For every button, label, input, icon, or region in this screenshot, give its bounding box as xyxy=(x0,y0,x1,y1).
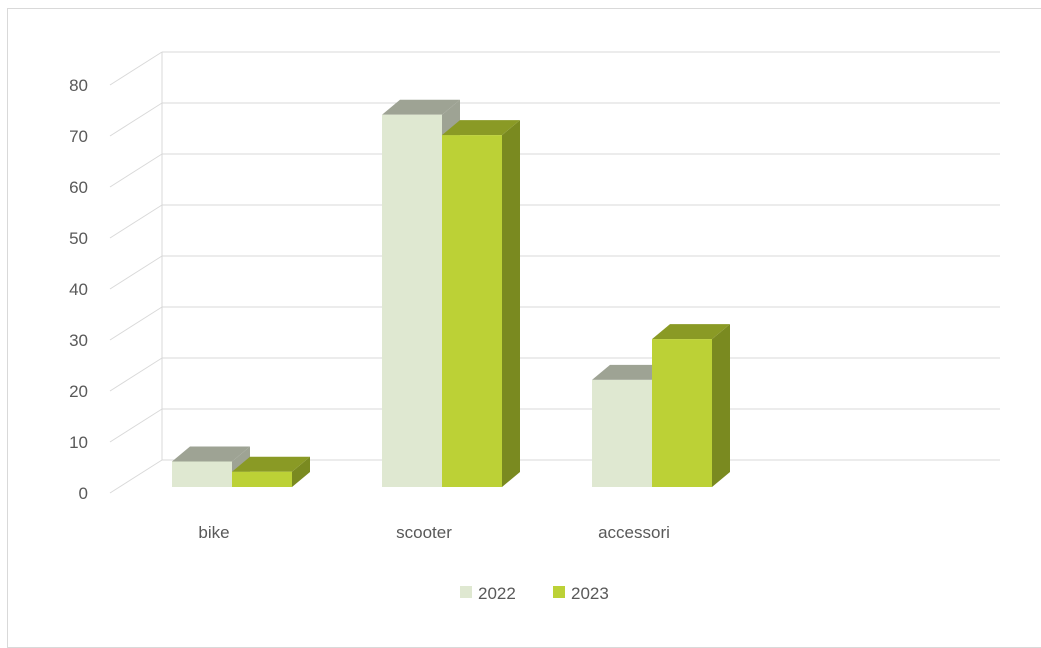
y-tick-label: 0 xyxy=(79,484,88,503)
legend-item-2023: 2023 xyxy=(553,584,609,603)
legend-swatch xyxy=(460,586,472,598)
bar-front xyxy=(382,114,442,487)
gridline-diagonal xyxy=(109,357,163,392)
legend: 2022 2023 xyxy=(460,584,609,603)
bar-top xyxy=(232,456,310,472)
bar-2023-bike xyxy=(232,456,310,487)
bar-side xyxy=(502,120,520,487)
gridline-diagonal xyxy=(109,204,163,239)
gridline-diagonal xyxy=(109,102,163,137)
y-tick-label: 40 xyxy=(69,280,88,299)
bar-front xyxy=(442,135,502,487)
y-tick-label: 60 xyxy=(69,178,88,197)
x-tick-label: bike xyxy=(198,523,229,542)
bar-2023-scooter xyxy=(442,120,520,487)
gridline-diagonal xyxy=(109,153,163,188)
gridline-diagonal xyxy=(109,459,163,494)
y-tick-label: 30 xyxy=(69,331,88,350)
bar-front xyxy=(652,339,712,487)
bar-front xyxy=(592,379,652,487)
legend-item-2022: 2022 xyxy=(460,584,516,603)
bar-top xyxy=(172,446,250,462)
gridline-diagonal xyxy=(109,255,163,290)
x-tick-label: accessori xyxy=(598,523,670,542)
bar-side xyxy=(712,324,730,487)
chart-frame xyxy=(7,8,1041,648)
x-tick-label: scooter xyxy=(396,523,452,542)
y-tick-label: 80 xyxy=(69,76,88,95)
bar-top xyxy=(592,364,670,380)
bar-2023-accessori xyxy=(652,324,730,487)
y-axis-tick-labels: 0 10 20 30 40 50 60 70 80 xyxy=(69,76,88,503)
gridline-diagonal xyxy=(109,408,163,443)
bar-front xyxy=(232,471,292,487)
bar-front xyxy=(172,461,232,487)
legend-label: 2023 xyxy=(571,584,609,603)
bar-top xyxy=(382,99,460,115)
y-tick-label: 10 xyxy=(69,433,88,452)
legend-label: 2022 xyxy=(478,584,516,603)
y-tick-label: 50 xyxy=(69,229,88,248)
bar-chart: 0 10 20 30 40 50 60 70 80 bike scooter accessori 2… xyxy=(69,51,1000,603)
legend-swatch xyxy=(553,586,565,598)
x-axis-tick-labels: bike scooter accessori xyxy=(198,523,670,542)
gridline-diagonal xyxy=(109,51,163,86)
bars xyxy=(172,99,730,487)
bar-top xyxy=(442,120,520,136)
gridlines xyxy=(109,51,1000,494)
bar-top xyxy=(652,324,730,340)
gridline-diagonal xyxy=(109,306,163,341)
y-tick-label: 70 xyxy=(69,127,88,146)
y-tick-label: 20 xyxy=(69,382,88,401)
bar-side xyxy=(292,456,310,487)
